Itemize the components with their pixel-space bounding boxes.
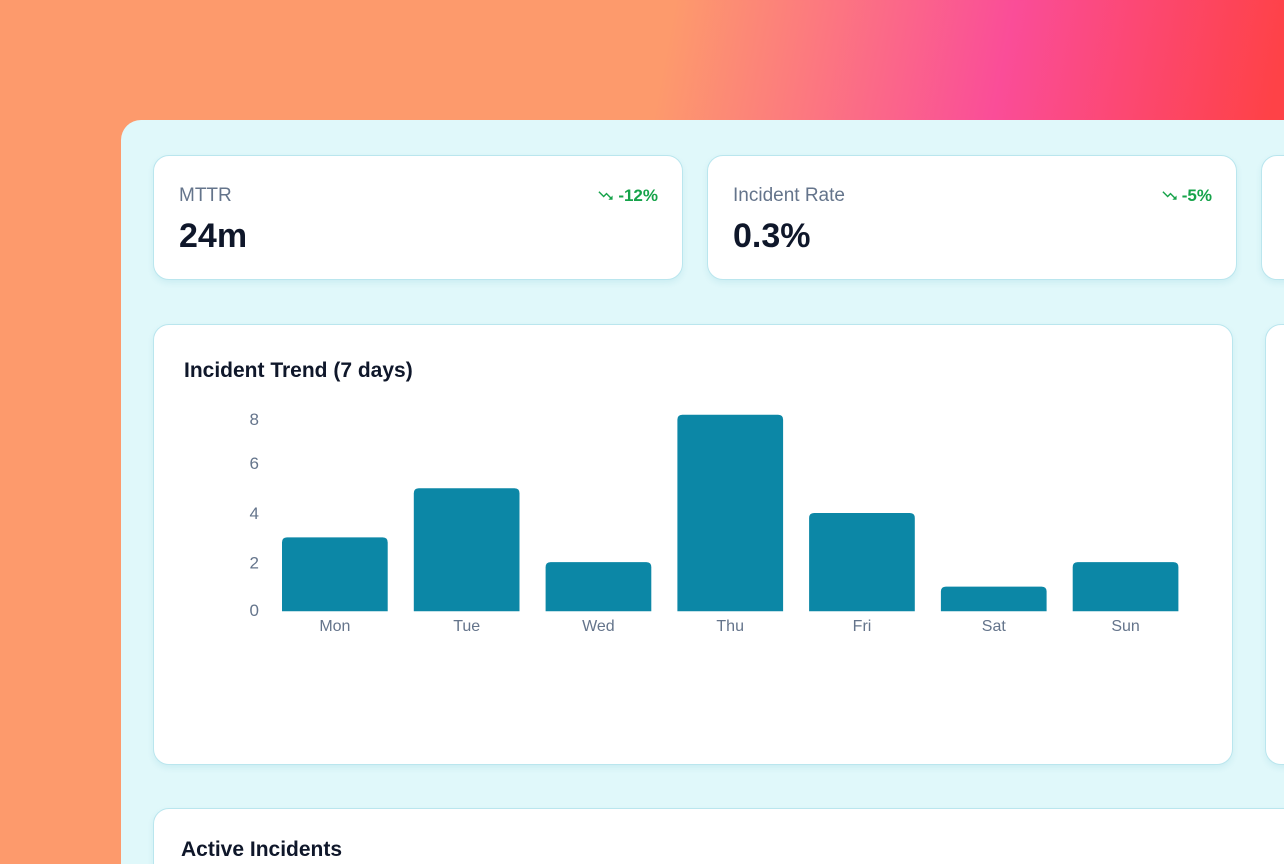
svg-text:Mon: Mon <box>319 618 350 635</box>
svg-text:Fri: Fri <box>853 618 872 635</box>
svg-text:4: 4 <box>250 504 259 523</box>
svg-text:Thu: Thu <box>716 618 744 635</box>
svg-text:2: 2 <box>250 554 259 573</box>
svg-text:6: 6 <box>250 454 259 473</box>
svg-text:Wed: Wed <box>582 618 615 635</box>
svg-text:Tue: Tue <box>453 618 480 635</box>
svg-text:0: 0 <box>250 601 259 620</box>
svg-text:Sun: Sun <box>1111 618 1139 635</box>
svg-text:8: 8 <box>250 410 259 429</box>
svg-text:Sat: Sat <box>982 618 1007 635</box>
